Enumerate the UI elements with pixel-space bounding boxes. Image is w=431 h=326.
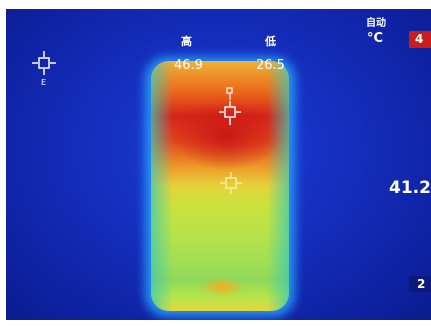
thermal-object [151,61,289,311]
center-crosshair-icon [220,172,242,194]
bottom-warm-spot [199,277,245,297]
thermal-image-view: E 高 低 46.9 26.5 自动 °C 4 41.2 2 [6,9,431,320]
high-temp-value: 46.9 [174,58,203,73]
object-edge-left [151,61,173,311]
scale-min-badge: 2 [409,276,431,292]
hotspot-crosshair-icon [219,87,241,125]
scale-max-badge: 4 [409,31,431,48]
temperature-unit: °C [367,31,384,46]
low-temp-label: 低 [265,35,276,48]
crosshair-icon [32,51,56,75]
reference-marker-label: E [41,78,47,87]
center-temperature: 41.2 [389,178,431,198]
hot-region [171,101,281,171]
object-edge-right [267,61,289,311]
low-temp-value: 26.5 [256,58,285,73]
high-temp-label: 高 [181,35,192,48]
auto-mode-label: 自动 [366,18,386,29]
